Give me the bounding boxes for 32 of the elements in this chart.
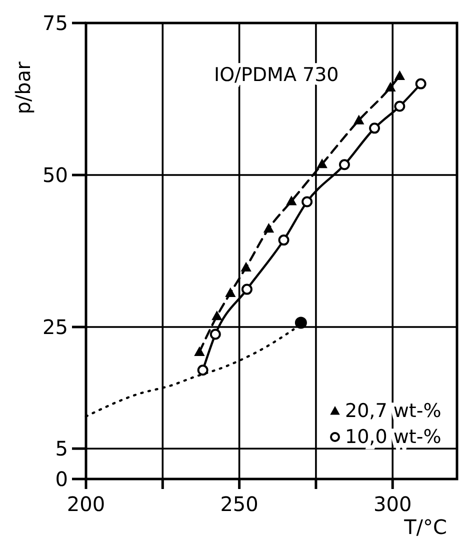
point <box>210 328 221 340</box>
legend-label: 20,7 wt-% <box>345 400 442 422</box>
y-tick-label: 50 <box>42 163 68 187</box>
point <box>369 122 380 134</box>
point <box>317 159 328 168</box>
point <box>225 288 236 298</box>
point <box>415 78 426 90</box>
y-tick-label: 0 <box>55 467 68 491</box>
point <box>394 70 405 80</box>
point <box>354 115 364 124</box>
y-tick-label: 75 <box>42 11 68 35</box>
point <box>241 262 252 272</box>
point <box>241 284 252 295</box>
point <box>302 196 313 208</box>
x-tick-label: 300 <box>374 492 412 516</box>
point <box>278 234 290 246</box>
x-axis-title: T/°C <box>403 515 447 539</box>
point <box>286 196 296 206</box>
point <box>197 364 208 376</box>
point <box>212 311 222 320</box>
point <box>194 346 204 356</box>
y-tick-label: 25 <box>42 315 68 339</box>
x-tick-label: 250 <box>220 492 258 516</box>
point <box>338 159 350 170</box>
point <box>385 82 396 92</box>
point <box>294 316 307 329</box>
y-tick-label: 5 <box>55 436 68 461</box>
legend-label: 10,0 wt-% <box>345 426 442 448</box>
y-axis-title: p/bar <box>11 60 35 114</box>
x-tick-label: 200 <box>66 492 106 516</box>
point <box>394 100 406 112</box>
point <box>264 224 274 233</box>
